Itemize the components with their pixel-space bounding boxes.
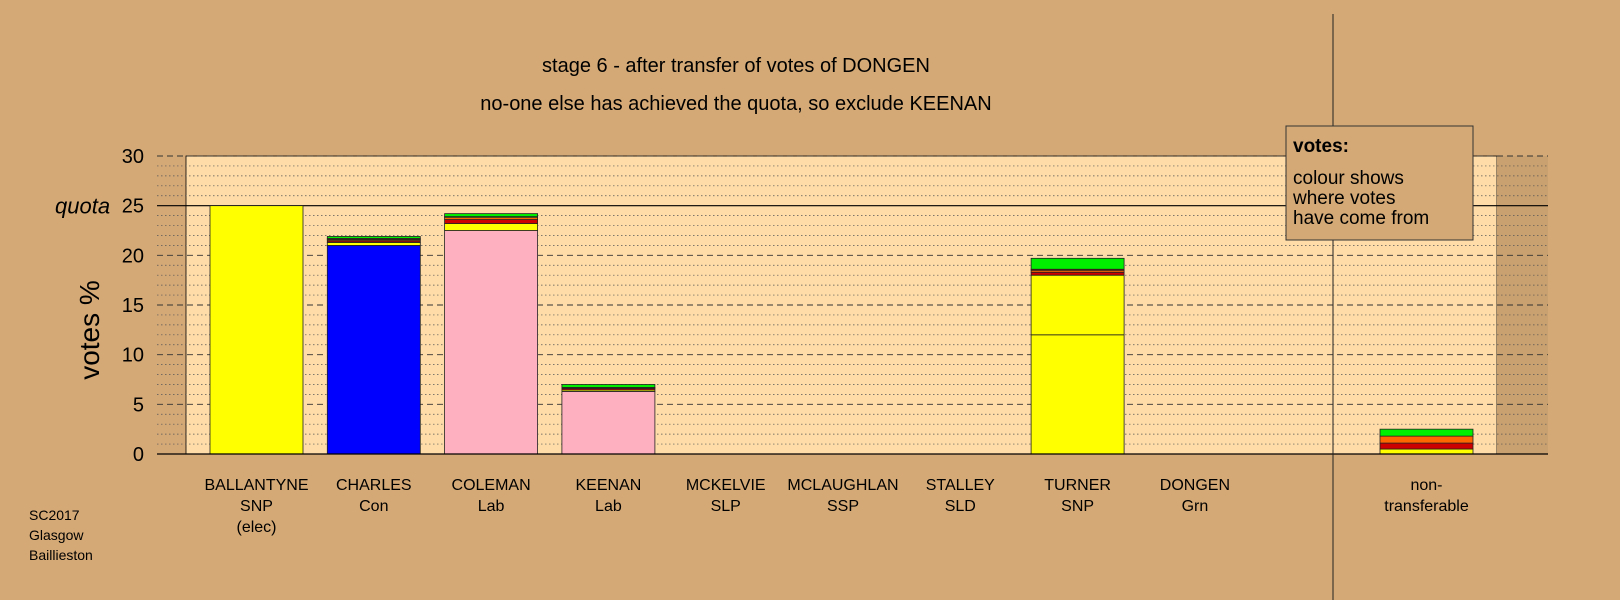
candidate-party: SLP <box>711 498 741 515</box>
y-axis-label: votes % <box>74 280 105 380</box>
candidate-party: Grn <box>1182 498 1209 515</box>
election-code: SC2017 <box>29 507 80 523</box>
bar-segment-grn <box>326 236 421 239</box>
bar-coleman <box>444 213 539 455</box>
legend-text-line: have come from <box>1293 208 1429 229</box>
bar-turner <box>1030 257 1125 455</box>
constituency-caption: SC2017 Glasgow Baillieston <box>29 505 93 565</box>
bar-segment-slp <box>1030 271 1125 276</box>
bar-segment-slp <box>1379 442 1474 450</box>
y-tick-label: 25 <box>122 196 144 218</box>
candidate-party: SNP <box>1061 498 1094 515</box>
candidate-party: Lab <box>478 498 505 515</box>
bar-segment-lab <box>444 230 539 455</box>
chart-subtitle: no-one else has achieved the quota, so e… <box>480 93 991 115</box>
bar-charles <box>326 236 421 455</box>
ward-name: Baillieston <box>29 547 93 563</box>
bar-segment-grn <box>444 213 539 218</box>
bar-segment-con <box>326 245 421 455</box>
y-tick-label: 30 <box>122 146 144 168</box>
candidate-party: SLD <box>945 498 976 515</box>
bar-segment-snp <box>326 242 421 246</box>
candidate-name: STALLEY <box>926 477 995 494</box>
y-tick-label: 10 <box>122 345 144 367</box>
chart-title: stage 6 - after transfer of votes of DON… <box>542 55 930 77</box>
bar-segment-grn <box>1379 428 1474 437</box>
legend-title: votes: <box>1293 136 1349 157</box>
non-transferable-label-2: transferable <box>1384 498 1469 515</box>
candidate-name: DONGEN <box>1160 477 1230 494</box>
candidate-name: CHARLES <box>336 477 412 494</box>
candidate-name: MCKELVIE <box>686 477 766 494</box>
bar-segment-ssp <box>1379 435 1474 444</box>
candidate-party: SNP <box>240 498 273 515</box>
y-tick-label: 15 <box>122 295 144 317</box>
candidate-name: MCLAUGHLAN <box>787 477 898 494</box>
quota-label: quota <box>55 194 110 219</box>
bar-segment-snp <box>1379 448 1474 455</box>
candidate-status: (elec) <box>236 519 276 536</box>
candidate-name: BALLANTYNE <box>204 477 308 494</box>
legend-box <box>1285 125 1474 241</box>
y-tick-label: 20 <box>122 245 144 267</box>
bar-segment-snp <box>209 205 304 455</box>
bar-ballantyne <box>209 205 304 455</box>
bar-segment-snp <box>444 223 539 231</box>
legend-text-line: colour shows <box>1293 168 1404 189</box>
legend-text-line: where votes <box>1292 188 1395 209</box>
bar-non-transferable <box>1379 428 1474 455</box>
y-tick-label: 0 <box>133 444 144 466</box>
axis-group: 0 5 10 15 20 25 30 quota <box>55 14 1548 600</box>
bar-segment-snp <box>1030 274 1125 336</box>
category-labels: BALLANTYNE SNP (elec) CHARLES Con COLEMAN Lab K… <box>204 477 1468 536</box>
candidate-party: Con <box>359 498 388 515</box>
candidate-name: COLEMAN <box>452 477 531 494</box>
bar-segment-lab <box>561 391 656 455</box>
candidate-party: Lab <box>595 498 622 515</box>
non-transferable-label-1: non- <box>1410 477 1442 494</box>
council-name: Glasgow <box>29 527 84 543</box>
y-tick-label: 5 <box>133 394 144 416</box>
bar-segment-grn <box>561 384 656 388</box>
candidate-name: KEENAN <box>576 477 642 494</box>
candidate-name: TURNER <box>1044 477 1111 494</box>
bar-keenan <box>561 384 656 455</box>
bar-segment-slp <box>444 219 539 224</box>
bar-segment-grn <box>1030 257 1125 270</box>
candidate-party: SSP <box>827 498 859 515</box>
bar-segment-snp <box>1030 334 1125 455</box>
bars-group <box>209 205 1474 455</box>
